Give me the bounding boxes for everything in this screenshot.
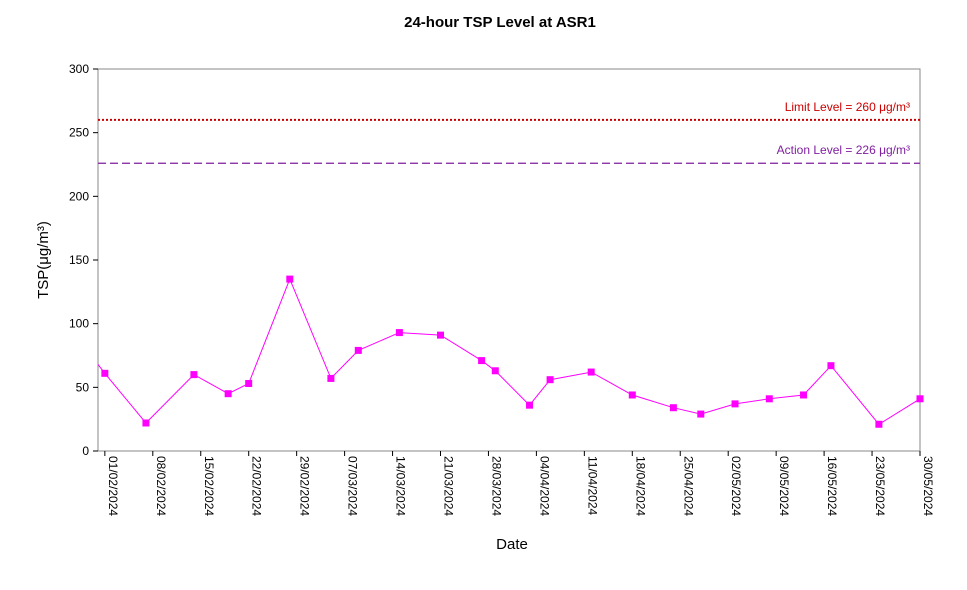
x-tick-label: 22/02/2024 [250, 456, 264, 516]
y-tick-label: 100 [69, 317, 89, 331]
y-tick-label: 150 [69, 253, 89, 267]
x-tick-label: 11/04/2024 [585, 456, 599, 515]
x-axis-label: Date [496, 536, 528, 553]
x-tick-label: 04/04/2024 [537, 456, 551, 516]
y-axis-label: TSP(μg/m³) [35, 221, 52, 299]
data-point [526, 401, 534, 409]
data-point [765, 395, 773, 403]
y-tick-label: 250 [69, 126, 89, 140]
data-point [354, 346, 362, 354]
data-point [224, 390, 232, 398]
data-point [190, 371, 198, 379]
data-point [587, 368, 595, 376]
x-tick-label: 01/02/2024 [106, 456, 120, 516]
data-point [669, 404, 677, 412]
x-tick-label: 21/03/2024 [442, 456, 456, 516]
chart-title: 24-hour TSP Level at ASR1 [404, 14, 596, 31]
x-tick-label: 07/03/2024 [346, 456, 360, 516]
x-tick-label: 28/03/2024 [489, 456, 503, 516]
reference-line-label: Action Level = 226 μg/m³ [777, 143, 910, 157]
x-tick-label: 23/05/2024 [873, 456, 887, 516]
data-point [875, 420, 883, 428]
y-tick-label: 0 [82, 444, 89, 458]
x-tick-label: 29/02/2024 [298, 456, 312, 516]
data-point [800, 391, 808, 399]
series-layer [97, 275, 924, 428]
x-tick-label: 09/05/2024 [777, 456, 791, 516]
data-point [478, 357, 486, 365]
data-point [286, 275, 294, 283]
data-point [101, 369, 109, 377]
y-tick-label: 300 [69, 62, 89, 76]
x-tick-label: 30/05/2024 [921, 456, 935, 516]
data-point [697, 410, 705, 418]
data-point [916, 395, 924, 403]
x-tick-label: 15/02/2024 [202, 456, 216, 516]
reference-line-label: Limit Level = 260 μg/m³ [785, 100, 910, 114]
y-tick-label: 200 [69, 189, 89, 203]
x-tick-label: 16/05/2024 [825, 456, 839, 516]
reference-lines: Limit Level = 260 μg/m³ Action Level = 22… [98, 100, 920, 164]
data-point [546, 376, 554, 384]
x-tick-label: 08/02/2024 [154, 456, 168, 516]
data-point [395, 329, 403, 337]
x-axis: 01/02/2024 08/02/2024 15/02/2024 22/02/2024… [104, 451, 935, 516]
data-point [827, 362, 835, 370]
x-tick-label: 14/03/2024 [394, 456, 408, 516]
data-point [245, 380, 253, 388]
y-tick-label: 50 [76, 380, 90, 394]
data-point [142, 419, 150, 427]
data-point [327, 374, 335, 382]
data-point [628, 391, 636, 399]
data-point [491, 367, 499, 375]
plot-area [97, 68, 921, 452]
x-tick-label: 18/04/2024 [633, 456, 647, 516]
data-point [437, 331, 444, 339]
x-tick-label: 25/04/2024 [681, 456, 695, 516]
series-line [97, 277, 921, 425]
x-tick-label: 02/05/2024 [729, 456, 743, 516]
y-axis: 0 50 100 150 200 250 300 [69, 62, 98, 458]
data-point [731, 400, 739, 408]
